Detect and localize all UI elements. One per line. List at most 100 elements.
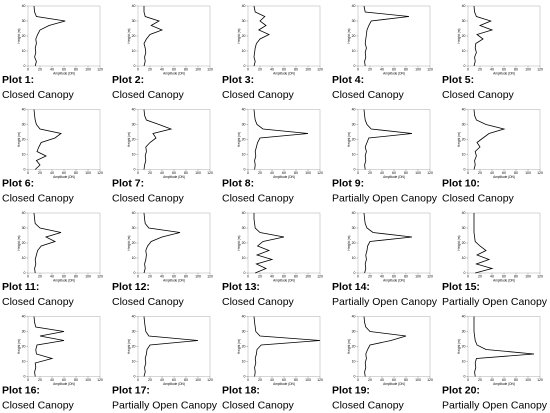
x-tick-label: 40 (380, 274, 384, 278)
y-tick-label: 30 (132, 226, 136, 230)
x-tick-label: 60 (282, 378, 286, 382)
plot-frame (27, 316, 101, 377)
x-tick-label: 80 (184, 378, 188, 382)
y-axis-label: Height (m) (127, 236, 131, 251)
x-tick-label: 0 (357, 67, 359, 71)
plot-title: Plot 18: (222, 384, 260, 396)
x-tick-label: 20 (258, 171, 262, 175)
y-tick-label: 10 (22, 49, 26, 53)
x-tick-label: 60 (172, 378, 176, 382)
y-axis-label: Height (m) (237, 132, 241, 147)
plot-title: Plot 15: (442, 281, 480, 293)
x-tick-label: 20 (368, 378, 372, 382)
profile-line (143, 212, 181, 274)
plot-title: Plot 11: (2, 281, 39, 293)
plot-frame (467, 316, 541, 377)
x-tick-label: 20 (258, 378, 262, 382)
plot-frame (357, 109, 431, 170)
x-tick-label: 100 (415, 67, 421, 71)
x-axis-label: Amplitude (DN) (493, 382, 515, 386)
y-tick-label: 30 (352, 122, 356, 126)
x-tick-label: 40 (490, 274, 494, 278)
y-tick-label: 10 (22, 359, 26, 363)
plot-frame (27, 5, 101, 67)
profile-line (473, 5, 494, 67)
y-tick-label: 40 (462, 4, 466, 8)
plot-frame (467, 212, 541, 274)
x-tick-label: 40 (490, 378, 494, 382)
x-tick-label: 80 (74, 274, 78, 278)
x-tick-label: 80 (74, 67, 78, 71)
x-tick-label: 100 (415, 274, 421, 278)
y-axis-label: Height (m) (17, 339, 21, 354)
y-axis-label: Height (m) (17, 132, 21, 147)
y-axis-label: Height (m) (457, 339, 461, 354)
y-tick-label: 30 (462, 226, 466, 230)
x-tick-label: 20 (368, 274, 372, 278)
x-tick-label: 60 (392, 274, 396, 278)
y-tick-label: 0 (244, 271, 246, 275)
y-tick-label: 10 (352, 359, 356, 363)
x-tick-label: 0 (27, 67, 29, 71)
x-tick-label: 60 (502, 274, 506, 278)
x-axis-label: Amplitude (DN) (53, 175, 75, 179)
profile-line (143, 316, 199, 377)
y-tick-label: 30 (132, 19, 136, 23)
x-axis-label: Amplitude (DN) (273, 175, 295, 179)
plot-subtitle: Partially Open Canopy (112, 399, 218, 411)
x-tick-label: 80 (404, 171, 408, 175)
profile-line (33, 5, 66, 67)
x-tick-label: 120 (427, 171, 433, 175)
x-tick-label: 40 (270, 378, 274, 382)
plot-frame (247, 212, 321, 274)
y-tick-label: 40 (242, 314, 246, 318)
plot-title: Plot 8: (222, 177, 254, 189)
x-tick-label: 60 (502, 171, 506, 175)
x-tick-label: 60 (392, 378, 396, 382)
plot-subtitle: Closed Canopy (222, 399, 295, 411)
plot-subtitle: Closed Canopy (2, 89, 75, 101)
y-tick-label: 20 (22, 137, 26, 141)
y-tick-label: 40 (242, 4, 246, 8)
x-axis-label: Amplitude (DN) (493, 175, 515, 179)
x-tick-label: 120 (537, 171, 543, 175)
x-tick-label: 60 (62, 274, 66, 278)
plot-subtitle: Closed Canopy (112, 192, 185, 204)
plot-frame (247, 316, 321, 377)
x-tick-label: 120 (537, 274, 543, 278)
x-tick-label: 80 (404, 378, 408, 382)
y-tick-label: 0 (24, 64, 26, 68)
y-tick-label: 20 (242, 344, 246, 348)
x-tick-label: 0 (247, 378, 249, 382)
x-tick-label: 60 (282, 171, 286, 175)
x-tick-label: 40 (270, 274, 274, 278)
x-tick-label: 60 (62, 171, 66, 175)
x-tick-label: 80 (294, 378, 298, 382)
y-tick-label: 20 (132, 241, 136, 245)
profile-line (253, 316, 321, 377)
x-tick-label: 120 (207, 274, 213, 278)
x-tick-label: 80 (74, 171, 78, 175)
plot-subtitle: Partially Open Canopy (332, 192, 438, 204)
plot-title: Plot 5: (442, 74, 474, 86)
y-tick-label: 10 (352, 256, 356, 260)
y-tick-label: 20 (352, 34, 356, 38)
plot-title: Plot 10: (442, 177, 480, 189)
x-tick-label: 120 (427, 378, 433, 382)
x-tick-label: 100 (195, 67, 201, 71)
y-axis-label: Height (m) (457, 236, 461, 251)
x-tick-label: 100 (305, 67, 311, 71)
x-tick-label: 60 (282, 67, 286, 71)
plot-subtitle: Partially Open Canopy (442, 399, 548, 411)
x-axis-label: Amplitude (DN) (163, 278, 185, 282)
x-tick-label: 20 (478, 274, 482, 278)
x-axis-label: Amplitude (DN) (53, 71, 75, 75)
x-tick-label: 120 (537, 378, 543, 382)
profile-line (363, 5, 410, 67)
y-tick-label: 20 (462, 241, 466, 245)
x-axis-label: Amplitude (DN) (383, 71, 405, 75)
x-tick-label: 120 (427, 67, 433, 71)
profile-line (33, 109, 62, 170)
y-tick-label: 20 (22, 241, 26, 245)
y-tick-label: 20 (132, 137, 136, 141)
